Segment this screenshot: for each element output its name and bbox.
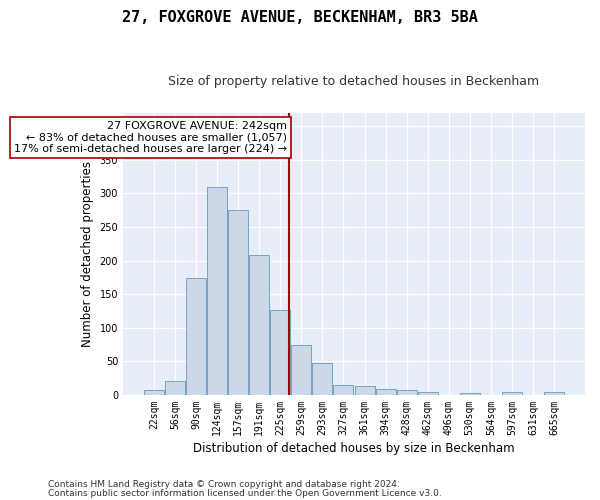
Bar xyxy=(313,362,332,395)
Bar xyxy=(502,392,522,395)
Bar xyxy=(418,392,437,395)
Bar xyxy=(460,393,480,395)
Bar xyxy=(165,381,185,395)
Bar xyxy=(397,390,416,395)
Bar xyxy=(186,278,206,395)
Bar xyxy=(355,386,374,395)
Bar xyxy=(334,385,353,395)
Text: 27, FOXGROVE AVENUE, BECKENHAM, BR3 5BA: 27, FOXGROVE AVENUE, BECKENHAM, BR3 5BA xyxy=(122,10,478,25)
Bar xyxy=(207,188,227,395)
Bar xyxy=(544,392,564,395)
Text: 27 FOXGROVE AVENUE: 242sqm
← 83% of detached houses are smaller (1,057)
17% of s: 27 FOXGROVE AVENUE: 242sqm ← 83% of deta… xyxy=(14,121,287,154)
Bar xyxy=(228,210,248,395)
Y-axis label: Number of detached properties: Number of detached properties xyxy=(81,161,94,347)
Title: Size of property relative to detached houses in Beckenham: Size of property relative to detached ho… xyxy=(169,75,539,88)
Bar xyxy=(376,389,395,395)
Bar xyxy=(292,345,311,395)
X-axis label: Distribution of detached houses by size in Beckenham: Distribution of detached houses by size … xyxy=(193,442,515,455)
Bar xyxy=(271,310,290,395)
Text: Contains HM Land Registry data © Crown copyright and database right 2024.: Contains HM Land Registry data © Crown c… xyxy=(48,480,400,489)
Bar xyxy=(249,254,269,395)
Bar xyxy=(144,390,164,395)
Text: Contains public sector information licensed under the Open Government Licence v3: Contains public sector information licen… xyxy=(48,490,442,498)
